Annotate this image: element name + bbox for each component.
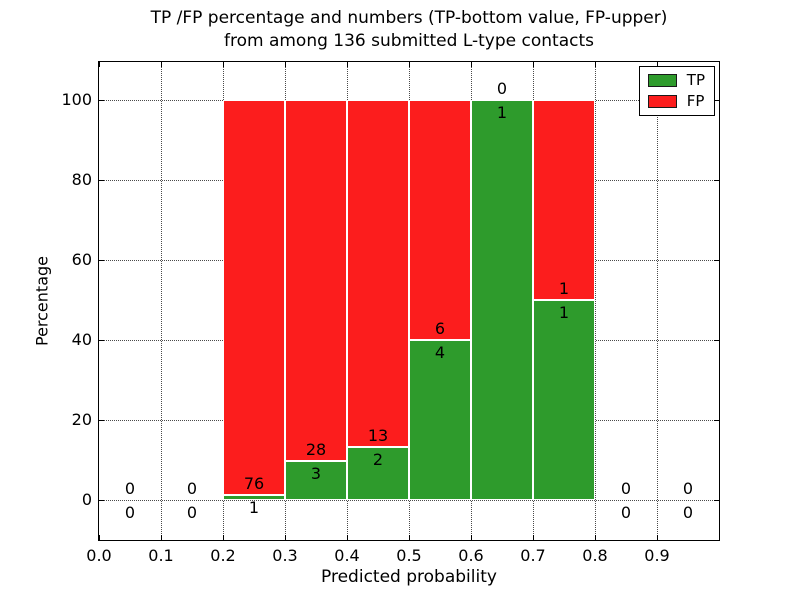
y-tick-mark	[99, 260, 104, 261]
tp-count-label: 2	[372, 449, 384, 469]
y-tick-mark	[714, 180, 719, 181]
fp-count-label: 28	[305, 440, 327, 460]
fp-count-label: 76	[243, 473, 265, 493]
x-tick-mark	[99, 535, 100, 540]
tp-count-label: 0	[620, 503, 632, 522]
x-tick-mark	[409, 535, 410, 540]
y-tick-label: 100	[61, 90, 92, 109]
fp-count-label: 0	[124, 479, 136, 498]
x-tick-label: 0.2	[210, 546, 236, 565]
x-tick-label: 0.3	[272, 546, 298, 565]
fp-count-label: 0	[186, 479, 198, 498]
tp-count-label: 0	[186, 503, 198, 522]
legend-label-tp: TP	[686, 71, 705, 89]
y-tick-mark	[714, 420, 719, 421]
fp-count-label: 6	[434, 319, 446, 338]
chart-title-line1: TP /FP percentage and numbers (TP-bottom…	[150, 8, 668, 28]
x-tick-mark	[657, 62, 658, 67]
tp-count-label: 0	[124, 503, 136, 522]
x-tick-label: 0.7	[520, 546, 546, 565]
y-tick-mark	[99, 180, 104, 181]
x-tick-mark	[161, 535, 162, 540]
fp-bar-segment	[409, 100, 471, 340]
legend: TP FP	[638, 66, 715, 116]
x-tick-mark	[161, 62, 162, 67]
x-tick-label: 0.4	[334, 546, 360, 565]
tp-count-label: 1	[496, 103, 508, 122]
y-tick-mark	[714, 100, 719, 101]
y-tick-mark	[714, 500, 719, 501]
x-tick-mark	[347, 535, 348, 540]
fp-count-label: 0	[496, 79, 508, 98]
x-tick-mark	[595, 62, 596, 67]
tp-bar-segment	[409, 340, 471, 500]
y-tick-mark	[714, 260, 719, 261]
tp-bar-segment	[285, 461, 347, 500]
fp-bar-segment	[347, 100, 409, 447]
y-tick-mark	[714, 340, 719, 341]
y-tick-mark	[99, 100, 104, 101]
fp-count-label: 0	[682, 479, 694, 498]
y-tick-label: 20	[71, 410, 92, 429]
chart-title-line2: from among 136 submitted L-type contacts	[223, 31, 594, 51]
x-tick-mark	[347, 62, 348, 67]
x-tick-label: 0.9	[644, 546, 670, 565]
tp-count-label: 4	[434, 343, 446, 362]
tp-bar-segment	[223, 494, 285, 500]
fp-count-label: 13	[367, 425, 389, 445]
gridline-vertical	[657, 62, 658, 540]
x-tick-mark	[223, 62, 224, 67]
x-tick-label: 0.0	[86, 546, 112, 565]
x-tick-label: 0.5	[396, 546, 422, 565]
x-tick-mark	[285, 62, 286, 67]
legend-entry-tp: TP	[647, 71, 705, 89]
x-tick-mark	[471, 535, 472, 540]
y-tick-label: 0	[81, 490, 92, 509]
x-tick-mark	[657, 535, 658, 540]
fp-bar-segment	[533, 100, 595, 300]
x-tick-mark	[471, 62, 472, 67]
x-tick-mark	[409, 62, 410, 67]
fp-count-label: 0	[620, 479, 632, 498]
tp-bar-segment	[533, 300, 595, 500]
x-axis-label: Predicted probability	[321, 567, 497, 587]
tp-bar-segment	[347, 446, 409, 500]
y-tick-label: 40	[71, 330, 92, 349]
x-tick-label: 0.6	[458, 546, 484, 565]
legend-entry-fp: FP	[647, 92, 705, 110]
tp-count-label: 0	[682, 503, 694, 522]
x-tick-mark	[533, 535, 534, 540]
fp-bar-segment	[223, 100, 285, 495]
gridline-vertical	[595, 62, 596, 540]
tp-swatch-icon	[647, 74, 677, 87]
x-tick-mark	[99, 62, 100, 67]
x-tick-mark	[595, 535, 596, 540]
y-tick-mark	[99, 340, 104, 341]
y-tick-label: 60	[71, 250, 92, 269]
x-tick-label: 0.8	[582, 546, 608, 565]
y-tick-mark	[99, 500, 104, 501]
fp-swatch-icon	[647, 95, 677, 108]
chart-title: TP /FP percentage and numbers (TP-bottom…	[99, 7, 719, 53]
fp-bar-segment	[285, 100, 347, 462]
tp-bar-segment	[471, 100, 533, 500]
tp-count-label: 3	[310, 464, 322, 484]
y-tick-mark	[99, 420, 104, 421]
x-tick-mark	[223, 535, 224, 540]
legend-label-fp: FP	[686, 92, 705, 110]
fp-count-label: 1	[558, 279, 570, 298]
plot-area: TP FP 0 0 0 0 76 1 28 3 13 2 6 4 0 1 1 1 0 0 0 0	[98, 61, 720, 541]
x-tick-mark	[533, 62, 534, 67]
tp-count-label: 1	[248, 497, 260, 517]
y-tick-label: 80	[71, 170, 92, 189]
x-tick-mark	[285, 535, 286, 540]
tp-count-label: 1	[558, 303, 570, 322]
gridline-vertical	[161, 62, 162, 540]
x-tick-label: 0.1	[148, 546, 174, 565]
